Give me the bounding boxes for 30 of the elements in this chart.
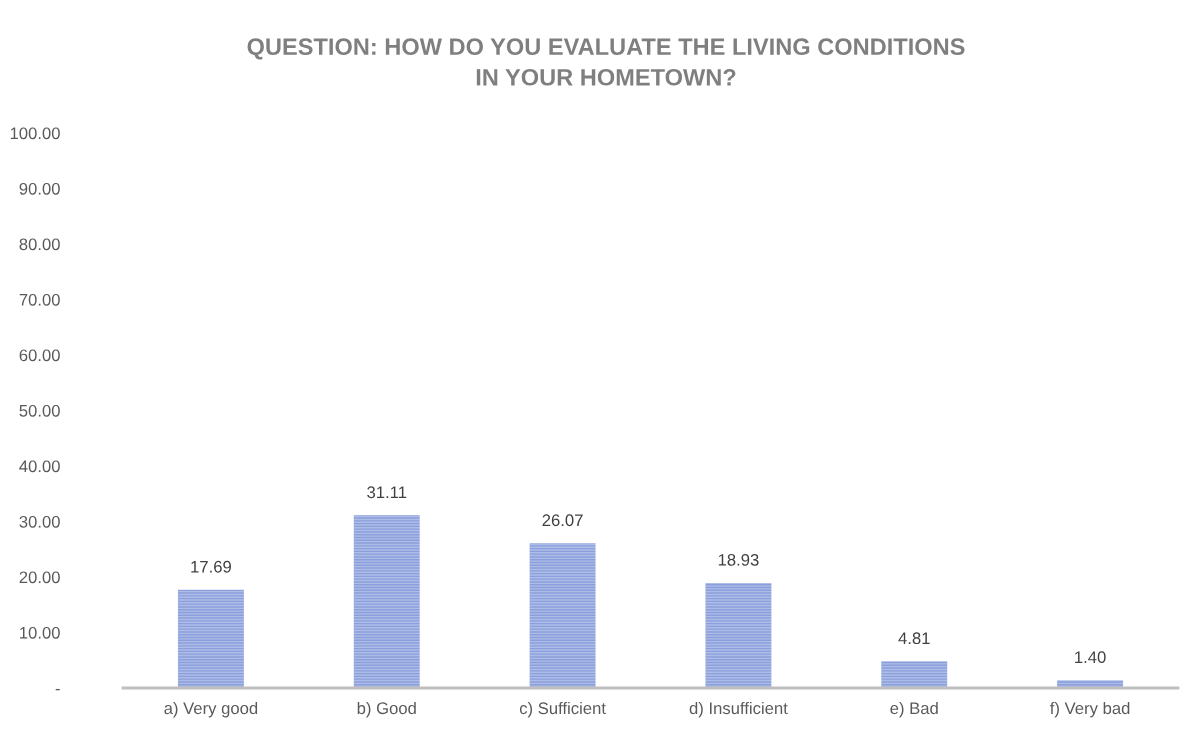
data-label: 1.40 bbox=[1075, 651, 1106, 664]
bar bbox=[529, 543, 596, 688]
bar bbox=[1057, 680, 1124, 688]
y-tick-label: 70.00 bbox=[19, 293, 60, 306]
y-tick-label: 30.00 bbox=[19, 515, 60, 528]
y-tick-label: 60.00 bbox=[19, 349, 60, 362]
y-tick-label: - bbox=[55, 688, 60, 691]
data-label: 17.69 bbox=[191, 560, 231, 573]
y-tick-label: 20.00 bbox=[19, 571, 60, 584]
bar bbox=[353, 515, 420, 688]
y-tick-label: 80.00 bbox=[19, 238, 60, 251]
x-tick-label: d) Insufficient bbox=[689, 701, 788, 718]
x-tick-label: f) Very bad bbox=[1050, 701, 1130, 718]
x-tick-label: e) Bad bbox=[890, 701, 938, 718]
data-label: 26.07 bbox=[542, 514, 583, 527]
y-tick-label: 50.00 bbox=[19, 404, 60, 417]
x-tick-label: b) Good bbox=[357, 701, 416, 718]
bar bbox=[705, 582, 772, 688]
x-tick-label: a) Very good bbox=[164, 701, 258, 718]
y-tick-label: 90.00 bbox=[19, 182, 60, 195]
data-label: 18.93 bbox=[718, 553, 759, 566]
data-label: 4.81 bbox=[898, 632, 930, 645]
y-tick-label: 40.00 bbox=[19, 460, 60, 473]
x-tick-label: c) Sufficient bbox=[519, 701, 606, 718]
bar bbox=[177, 589, 244, 688]
chart-title: QUESTION: HOW DO YOU EVALUATE THE LIVING CONDITIONS IN YOUR HOMETOWN? bbox=[247, 38, 965, 86]
data-label: 31.11 bbox=[367, 486, 407, 499]
y-tick-label: 10.00 bbox=[20, 626, 60, 639]
bar bbox=[881, 661, 948, 688]
y-tick-label: 100.00 bbox=[10, 127, 60, 140]
